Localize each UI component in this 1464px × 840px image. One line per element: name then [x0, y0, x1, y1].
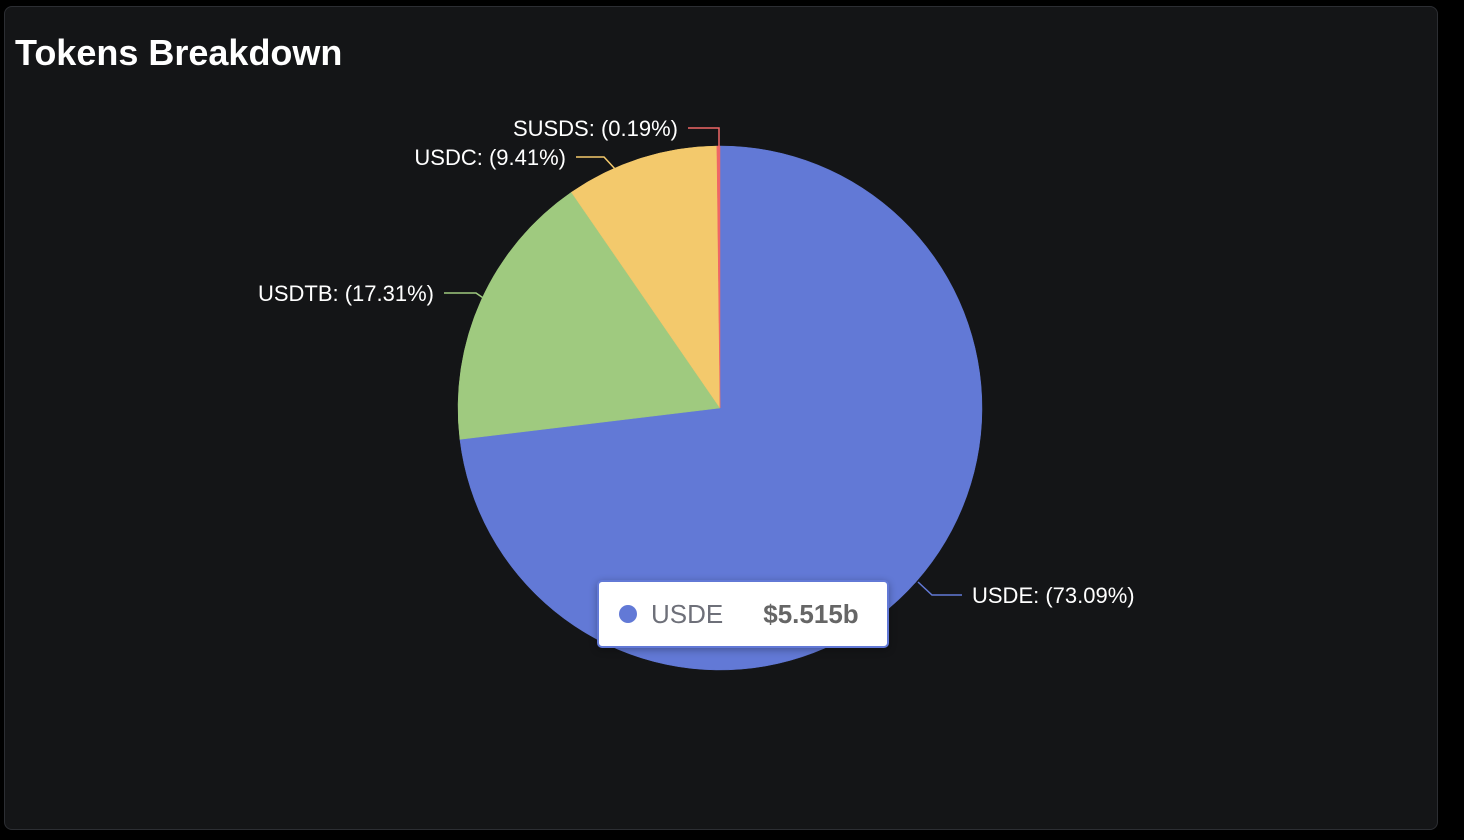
label-line-usde — [917, 581, 962, 596]
pie-slice-usde[interactable] — [459, 145, 983, 671]
slice-label-usdc: USDC: (9.41%) — [414, 145, 566, 170]
pie-slice-usdtb[interactable] — [457, 191, 721, 440]
label-line-usdc — [576, 156, 617, 171]
panel-title: Tokens Breakdown — [15, 32, 343, 73]
label-line-susds — [688, 127, 720, 148]
slice-label-usdtb: USDTB: (17.31%) — [258, 281, 434, 306]
label-line-usdtb — [444, 292, 493, 305]
tooltip-color-dot — [619, 605, 637, 623]
tooltip-series-value: $5.515b — [763, 598, 859, 629]
slice-label-usde: USDE: (73.09%) — [972, 583, 1135, 608]
pie-slice-usdc[interactable] — [571, 145, 721, 409]
tooltip-series-name: USDE — [651, 598, 724, 629]
slice-label-susds: SUSDS: (0.19%) — [513, 116, 678, 141]
chart-tooltip: USDE $5.515b — [597, 580, 889, 648]
